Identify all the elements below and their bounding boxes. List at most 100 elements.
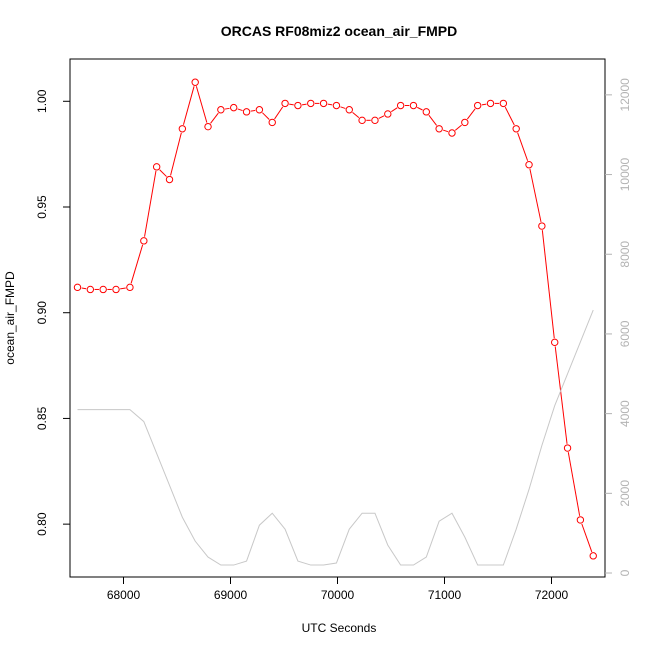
data-point — [345, 106, 353, 114]
series-segment — [428, 114, 438, 126]
data-point — [576, 516, 585, 524]
data-point — [358, 116, 366, 125]
data-point — [448, 129, 456, 137]
y-axis-label: ocean_air_FMPD — [3, 271, 17, 365]
series-segment — [182, 86, 195, 125]
y2-tick-label: 2000 — [618, 480, 632, 507]
series-segment — [274, 106, 284, 120]
x-tick-label: 68000 — [107, 588, 141, 602]
data-point — [217, 106, 225, 114]
series-segment — [378, 115, 385, 119]
data-point — [332, 101, 341, 110]
data-point — [371, 116, 379, 125]
series-segment — [504, 106, 515, 126]
y-axis-left: 0.80 0.85 0.90 0.95 1.00 — [35, 89, 70, 536]
series-segment — [210, 112, 219, 124]
data-point — [473, 101, 482, 110]
data-point — [499, 99, 508, 108]
series-segment — [262, 112, 270, 120]
y2-tick-label: 10000 — [618, 158, 632, 192]
data-point — [242, 108, 251, 116]
data-point — [461, 118, 469, 127]
data-point — [86, 285, 95, 294]
series-segment — [301, 103, 307, 106]
series-segment — [442, 129, 449, 133]
y2-tick-label: 8000 — [618, 241, 632, 268]
y-tick-label: 0.85 — [35, 406, 49, 430]
data-point — [126, 283, 134, 292]
data-point — [255, 106, 264, 114]
data-point — [307, 99, 315, 108]
data-point — [538, 222, 546, 230]
series-2 — [77, 309, 594, 566]
series-line — [77, 309, 594, 566]
x-tick-label: 71000 — [428, 588, 462, 602]
x-tick-label: 70000 — [321, 588, 355, 602]
series-layer — [73, 78, 597, 566]
data-point — [422, 108, 431, 116]
data-point — [294, 101, 302, 110]
data-point — [73, 283, 82, 292]
series-segment — [352, 112, 360, 119]
series-segment — [481, 103, 487, 106]
series-segment — [170, 132, 182, 176]
data-point — [396, 101, 405, 110]
y-tick-label: 1.00 — [35, 89, 49, 113]
data-point — [268, 118, 276, 127]
series-1 — [73, 78, 597, 560]
series-segment — [567, 452, 581, 516]
series-segment — [81, 287, 87, 290]
y-tick-label: 0.90 — [35, 301, 49, 325]
data-point — [281, 99, 289, 108]
data-point — [152, 163, 161, 171]
data-point — [204, 122, 212, 131]
y2-tick-label: 12000 — [618, 78, 632, 112]
series-segment — [541, 230, 555, 339]
y2-tick-label: 0 — [618, 569, 632, 576]
y-tick-label: 0.80 — [35, 512, 49, 536]
data-point — [384, 110, 392, 118]
series-segment — [250, 109, 256, 112]
data-point — [140, 237, 148, 245]
data-point — [165, 175, 174, 184]
series-segment — [144, 170, 157, 237]
data-point — [191, 78, 199, 86]
series-segment — [454, 124, 462, 131]
series-segment — [581, 523, 593, 553]
plot-area — [69, 58, 606, 578]
data-point — [178, 125, 187, 133]
series-segment — [289, 103, 294, 106]
data-point — [551, 338, 559, 347]
series-segment — [517, 132, 529, 161]
series-segment — [130, 244, 144, 284]
series-segment — [237, 108, 243, 112]
data-point — [409, 101, 418, 110]
y2-tick-label: 4000 — [618, 400, 632, 427]
data-point — [486, 99, 495, 108]
series-segment — [417, 106, 423, 111]
y-tick-label: 0.95 — [35, 195, 49, 219]
data-point — [435, 125, 443, 133]
data-point — [563, 444, 572, 452]
series-segment — [224, 107, 230, 110]
y-axis-right: 0 2000 4000 6000 8000 10000 12000 — [605, 78, 632, 576]
series-segment — [529, 168, 542, 223]
x-axis-label: UTC Seconds — [302, 621, 377, 635]
series-segment — [159, 169, 167, 177]
chart-title: ORCAS RF08miz2 ocean_air_FMPD — [221, 23, 458, 39]
series-segment — [391, 107, 398, 113]
y2-tick-label: 6000 — [618, 320, 632, 347]
x-axis: 68000 69000 70000 71000 72000 — [107, 577, 569, 602]
data-point — [589, 552, 597, 560]
series-segment — [466, 108, 476, 120]
data-point — [112, 285, 120, 294]
series-segment — [120, 287, 126, 290]
x-tick-label: 72000 — [535, 588, 569, 602]
series-segment — [554, 346, 568, 444]
data-point — [525, 161, 533, 169]
series-segment — [195, 86, 208, 123]
data-point — [230, 103, 238, 112]
data-point — [319, 99, 328, 108]
data-point — [512, 125, 520, 133]
